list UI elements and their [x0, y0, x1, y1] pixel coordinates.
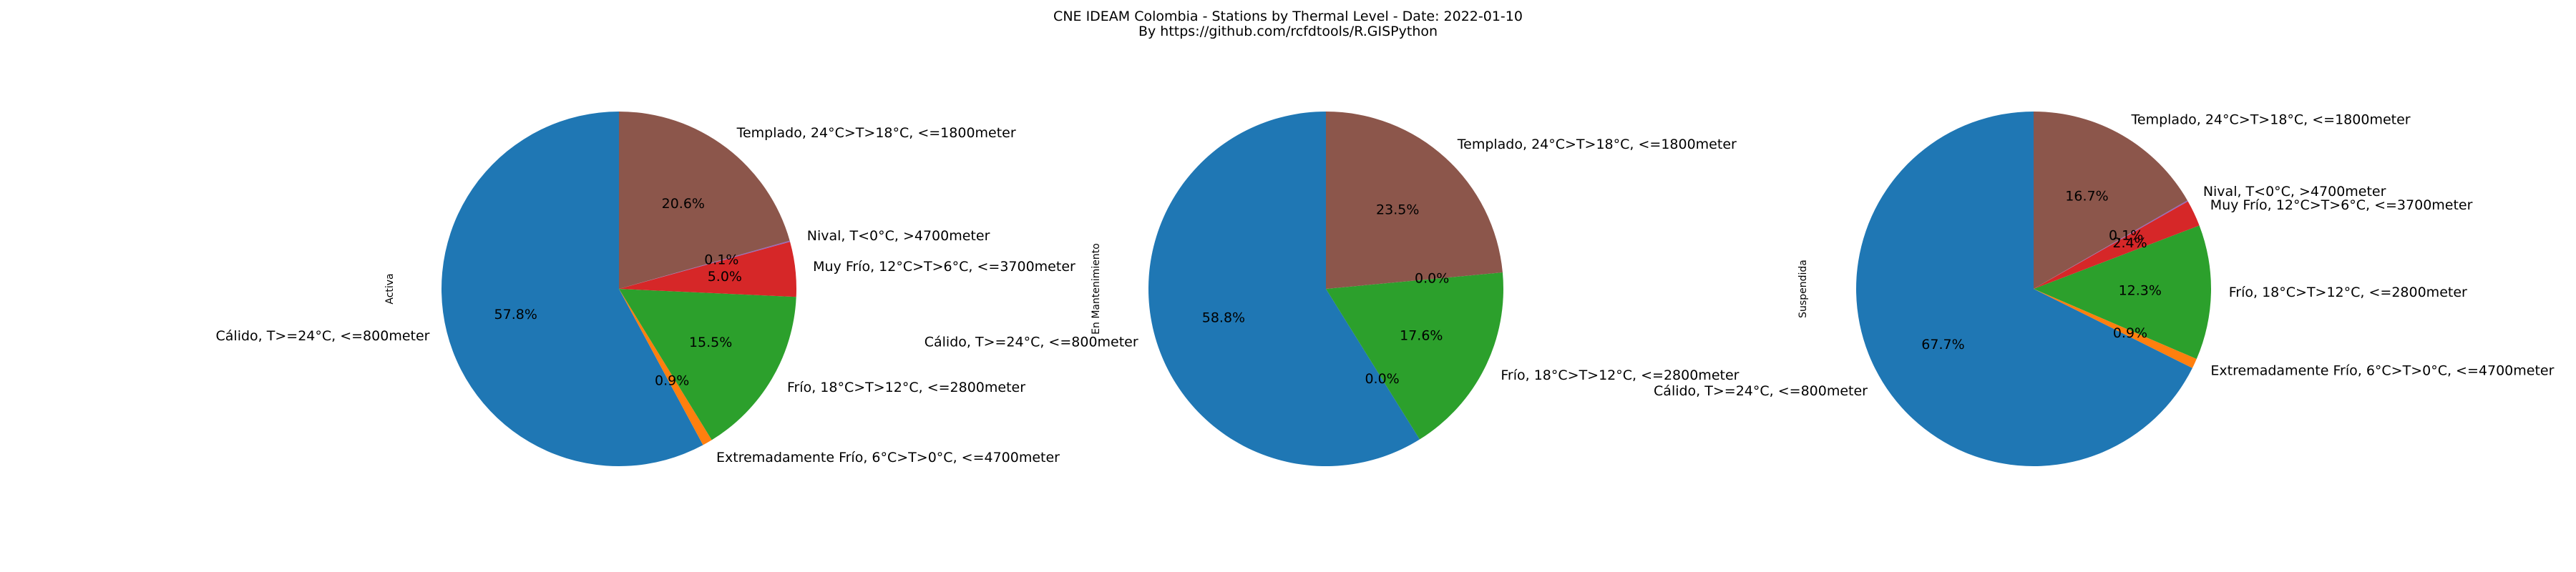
pie-slice [2034, 225, 2212, 360]
pie-slice [1326, 272, 1503, 440]
pie-percent-label: 67.7% [1921, 337, 1964, 352]
pie-ylabel: En Mantenimiento [1091, 243, 1102, 335]
pie-slice [619, 112, 790, 289]
pie-wedges [1148, 112, 1503, 466]
pie-percent-label: 57.8% [494, 307, 537, 322]
pie-ylabel: Activa [384, 273, 396, 304]
pie-percent-label: 0.9% [2113, 325, 2147, 341]
pie-slice-label: Extremadamente Frío, 6°C>T>0°C, <=4700me… [716, 450, 1060, 465]
figure-title-line-1: CNE IDEAM Colombia - Stations by Thermal… [1053, 9, 1523, 24]
pie-slice [1856, 112, 2192, 466]
pie-percent-label: 23.5% [1376, 202, 1419, 218]
pie-slice-label: Frío, 18°C>T>12°C, <=2800meter [787, 380, 1025, 395]
pie-slice-label: Nival, T<0°C, >4700meter [807, 228, 990, 244]
pie-slice-label: Templado, 24°C>T>18°C, <=1800meter [1457, 137, 1737, 152]
pie-slice-label: Extremadamente Frío, 6°C>T>0°C, <=4700me… [2210, 363, 2554, 378]
pie-text: 57.8% Cálido, T>=24°C, <=800meter 0.9% Extr… [216, 125, 1075, 465]
pie-slice-label: Cálido, T>=24°C, <=800meter [216, 328, 430, 344]
pie-percent-label: 16.7% [2065, 189, 2108, 204]
pie-slice [2034, 112, 2187, 289]
pie-slice-label: Nival, T<0°C, >4700meter [2203, 184, 2386, 199]
pie-chart-2: En Mantenimiento 58.8% Cálido, T>=24°C, <=… [924, 112, 1740, 466]
pie-percent-label: 12.3% [2119, 283, 2162, 299]
pie-slice-label: Cálido, T>=24°C, <=800meter [924, 334, 1138, 350]
pie-slice [619, 289, 712, 445]
pie-chart-3: Suspendida 67.7% Cálido, T>=24°C, <=800met… [1654, 112, 2555, 466]
pie-percent-label: 0.0% [1365, 371, 1399, 387]
pie-slice [619, 289, 796, 440]
pie-slice [619, 242, 796, 297]
pie-slice [619, 240, 791, 289]
pie-chart-1: Activa 57.8% Cálido, T>=24°C, <=800meter 0.… [216, 112, 1075, 466]
pie-wedges [441, 112, 796, 466]
pie-percent-label: 15.5% [689, 335, 732, 350]
pie-wedges [1856, 112, 2212, 466]
pie-text: 58.8% Cálido, T>=24°C, <=800meter 0.0% 17.6… [924, 137, 1740, 387]
pie-slice [1326, 112, 1503, 289]
pie-percent-label: 2.4% [2112, 235, 2147, 251]
pie-percent-label: 0.0% [1415, 271, 1449, 287]
pie-percent-label: 17.6% [1400, 328, 1443, 344]
figure-title-line-2: By https://github.com/rcfdtools/R.GISPyt… [1138, 24, 1438, 39]
pie-slice-label: Frío, 18°C>T>12°C, <=2800meter [1501, 368, 1739, 383]
pie-slice [441, 112, 703, 466]
pie-slice [2034, 200, 2188, 289]
pie-text: 67.7% Cálido, T>=24°C, <=800meter 0.9% Extr… [1654, 112, 2555, 399]
pie-slice [2034, 201, 2200, 289]
pie-slice-label: Cálido, T>=24°C, <=800meter [1654, 383, 1868, 399]
pie-slice-label: Templado, 24°C>T>18°C, <=1800meter [2131, 112, 2411, 127]
pie-slice-label: Muy Frío, 12°C>T>6°C, <=3700meter [2210, 197, 2473, 213]
pie-percent-label: 0.1% [704, 252, 738, 268]
pie-slice-label: Templado, 24°C>T>18°C, <=1800meter [736, 125, 1016, 141]
pie-charts-group: Activa 57.8% Cálido, T>=24°C, <=800meter 0.… [216, 112, 2555, 466]
pie-percent-label: 58.8% [1202, 310, 1245, 325]
pie-slice-label: Frío, 18°C>T>12°C, <=2800meter [2229, 285, 2467, 300]
pie-slice [2034, 289, 2197, 368]
pie-percent-label: 20.6% [662, 196, 705, 212]
pie-slice [1148, 112, 1420, 466]
pie-percent-label: 0.9% [655, 373, 689, 388]
pie-ylabel: Suspendida [1797, 260, 1809, 318]
pie-slice-label: Muy Frío, 12°C>T>6°C, <=3700meter [813, 259, 1075, 275]
pie-percent-label: 5.0% [708, 269, 742, 285]
pie-percent-label: 0.1% [2109, 228, 2143, 244]
